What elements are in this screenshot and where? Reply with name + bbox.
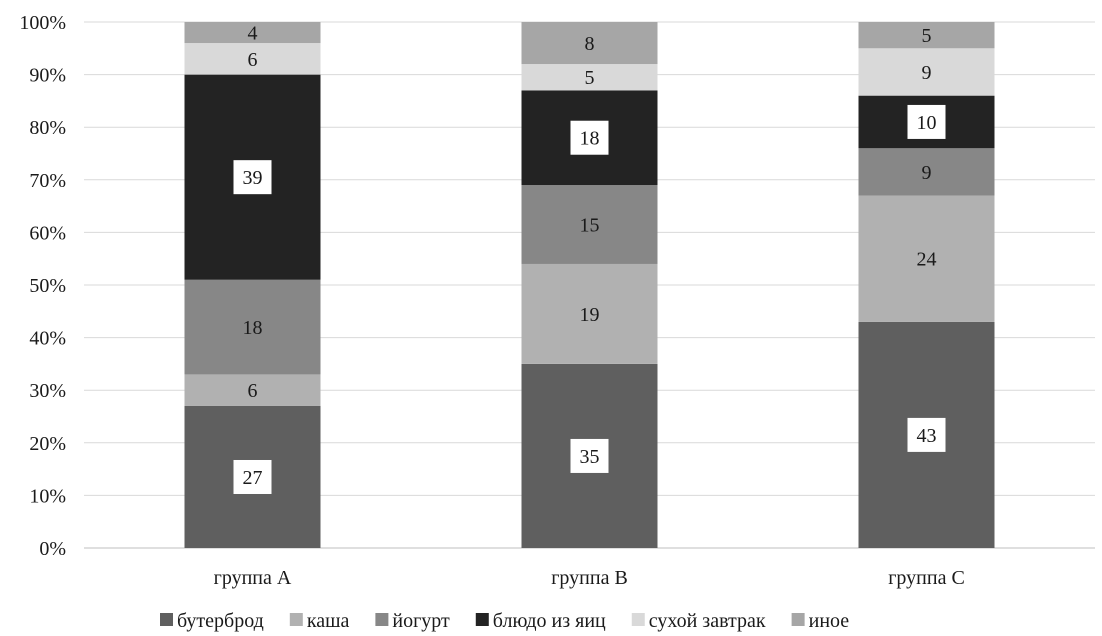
- bar-segment: [184, 279, 321, 375]
- bar-segment: [858, 48, 995, 96]
- data-label-box: [907, 417, 946, 452]
- legend-label: бутерброд: [177, 610, 264, 632]
- y-tick-label: 0%: [39, 538, 66, 560]
- data-label-box: [233, 459, 272, 494]
- data-label: 43: [917, 425, 937, 447]
- bar-segment: [184, 374, 321, 406]
- data-label: 8: [585, 33, 595, 55]
- bar-segment: [184, 43, 321, 75]
- legend-swatch: [475, 613, 489, 626]
- legend-label: йогурт: [392, 610, 450, 632]
- legend-swatch: [631, 613, 645, 626]
- data-label: 18: [580, 128, 600, 150]
- data-label: 6: [248, 380, 258, 402]
- data-label-box: [233, 160, 272, 195]
- bar-segment: [521, 22, 658, 65]
- y-tick-label: 50%: [29, 275, 66, 297]
- y-axis: 0% 10% 20% 30% 40% 50% 60% 70% 80% 90% 100%: [19, 12, 66, 560]
- x-category-label: группа B: [551, 567, 628, 589]
- bar-segment: [858, 195, 995, 322]
- bar-segment: [521, 263, 658, 364]
- legend: бутерброд каша йогурт блюдо из яиц сухой зав…: [160, 610, 849, 632]
- bar-segment: [858, 22, 995, 49]
- y-tick-label: 10%: [29, 485, 66, 507]
- data-label: 6: [248, 49, 258, 71]
- data-label: 18: [243, 317, 263, 339]
- data-label-box: [570, 438, 609, 473]
- y-tick-label: 60%: [29, 222, 66, 244]
- x-axis: группа A группа B группа C: [214, 567, 965, 589]
- x-category-label: группа A: [214, 567, 292, 589]
- data-label: 10: [917, 112, 937, 134]
- legend-swatch: [791, 613, 805, 626]
- legend-swatch: [375, 613, 389, 626]
- x-category-label: группа C: [888, 567, 965, 589]
- data-label: 5: [585, 67, 595, 89]
- legend-swatch: [160, 613, 173, 626]
- data-label: 19: [580, 304, 600, 326]
- bar-segment: [184, 22, 321, 44]
- y-tick-label: 80%: [29, 117, 66, 139]
- data-label: 27: [243, 467, 263, 489]
- y-tick-label: 30%: [29, 380, 66, 402]
- y-tick-label: 20%: [29, 433, 66, 455]
- legend-label: сухой завтрак: [649, 610, 766, 632]
- data-label: 5: [922, 25, 932, 47]
- y-tick-label: 90%: [29, 65, 66, 87]
- data-label: 35: [580, 446, 600, 468]
- data-label: 39: [243, 167, 263, 189]
- bar-segment: [858, 148, 995, 196]
- data-label: 24: [917, 249, 937, 271]
- data-label: 15: [580, 215, 600, 237]
- data-labels: 27 6 18 39 6 4 35 19 15 18 5 8 43 24 9 10 9 5: [233, 23, 946, 494]
- data-label: 9: [922, 162, 932, 184]
- bar-segment: [521, 185, 658, 264]
- legend-label: каша: [307, 610, 350, 632]
- legend-label: блюдо из яиц: [493, 610, 606, 632]
- data-label-box: [907, 104, 946, 139]
- y-tick-label: 40%: [29, 328, 66, 350]
- legend-swatch: [289, 613, 303, 626]
- data-label: 9: [922, 62, 932, 84]
- data-label-box: [570, 120, 609, 155]
- y-tick-label: 100%: [19, 12, 66, 34]
- y-tick-label: 70%: [29, 170, 66, 192]
- bar-segment: [521, 64, 658, 91]
- legend-label: иное: [809, 610, 850, 632]
- data-label: 4: [248, 23, 258, 45]
